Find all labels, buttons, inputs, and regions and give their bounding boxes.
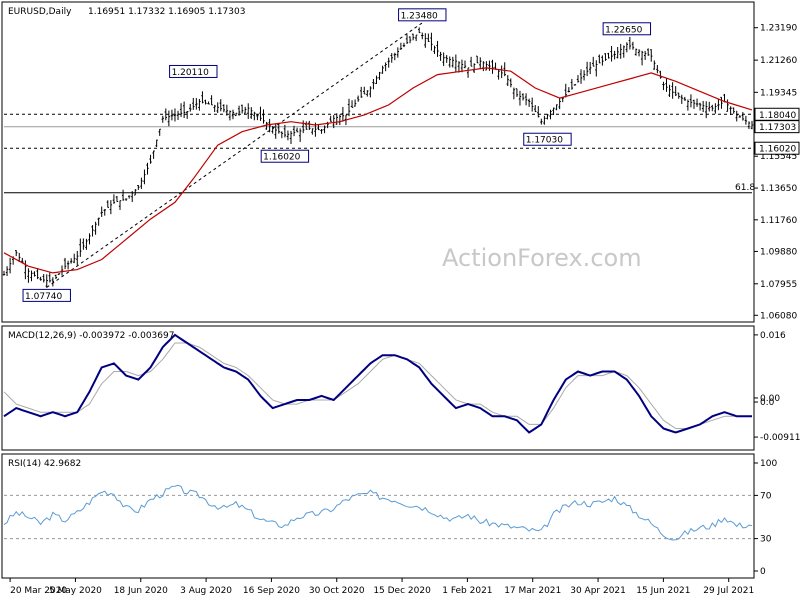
macd-y-tick-label: 0.00 bbox=[760, 394, 780, 404]
price-panel-frame bbox=[1, 1, 755, 323]
price-annotation-box bbox=[523, 132, 572, 146]
y-tick-label: 1.15545 bbox=[760, 152, 797, 162]
macd-signal-line bbox=[3, 342, 752, 429]
macd-panel-frame bbox=[1, 325, 755, 451]
price-annotation-box bbox=[260, 149, 310, 163]
macd-y-tick-label: -0.009116 bbox=[760, 433, 800, 443]
macd-line bbox=[3, 333, 752, 434]
y-tick-label: 1.21260 bbox=[760, 56, 797, 66]
x-tick-label: 29 Jul 2021 bbox=[703, 586, 754, 596]
price-level-label: 1.17303 bbox=[759, 123, 796, 133]
fib-label: 61.8 bbox=[735, 183, 755, 193]
x-tick-label: 20 Mar 2020 bbox=[10, 586, 67, 596]
x-tick-label: 18 Jun 2020 bbox=[114, 586, 168, 596]
macd-title: MACD(12,26,9) -0.003972 -0.003697 bbox=[8, 331, 174, 341]
price-annotation-box bbox=[22, 288, 71, 302]
price-level-label: 1.16020 bbox=[759, 145, 796, 155]
y-tick-label: 1.07955 bbox=[760, 280, 797, 290]
price-annotation-label: 1.16020 bbox=[263, 153, 300, 163]
rsi-y-tick-label: 0 bbox=[760, 567, 766, 577]
rsi-title: RSI(14) 42.9682 bbox=[8, 459, 81, 469]
price-ohlc: 1.16951 1.17332 1.16905 1.17303 bbox=[88, 7, 245, 17]
x-tick-label: 30 Apr 2021 bbox=[570, 586, 626, 596]
x-tick-label: 15 Jun 2021 bbox=[636, 586, 690, 596]
watermark: ActionForex.com bbox=[442, 244, 642, 272]
price-annotation-box bbox=[398, 8, 447, 22]
macd-y-tick-label: 0.0 bbox=[760, 398, 775, 408]
x-tick-label: 30 Oct 2020 bbox=[309, 586, 365, 596]
price-annotation-label: 1.07740 bbox=[25, 292, 62, 302]
macd-y-tick-label: 0.016 bbox=[760, 331, 786, 341]
price-annotation-box bbox=[602, 22, 652, 36]
x-tick-label: 3 Aug 2020 bbox=[180, 586, 232, 596]
price-level-box bbox=[754, 120, 800, 134]
y-tick-label: 1.19345 bbox=[760, 88, 797, 98]
price-level-label: 1.18040 bbox=[759, 111, 796, 121]
rsi-y-tick-label: 100 bbox=[760, 459, 777, 469]
x-tick-label: 15 Dec 2020 bbox=[373, 586, 431, 596]
y-tick-label: 1.09880 bbox=[760, 247, 797, 257]
y-tick-label: 1.13650 bbox=[760, 184, 797, 194]
price-annotation-box bbox=[169, 64, 218, 78]
rsi-line bbox=[3, 484, 753, 541]
x-tick-label: 5 May 2020 bbox=[49, 586, 102, 596]
rsi-y-tick-label: 70 bbox=[760, 491, 772, 501]
price-annotation-label: 1.20110 bbox=[172, 68, 209, 78]
moving-average-line bbox=[3, 67, 753, 274]
rsi-y-tick-label: 30 bbox=[760, 535, 772, 545]
price-annotation-label: 1.17030 bbox=[526, 136, 563, 146]
x-tick-label: 16 Sep 2020 bbox=[243, 586, 300, 596]
price-level-box bbox=[754, 141, 800, 155]
rsi-panel-frame bbox=[1, 453, 755, 579]
y-tick-label: 1.11760 bbox=[760, 216, 797, 226]
y-tick-label: 1.23190 bbox=[760, 24, 797, 34]
price-annotation-label: 1.23480 bbox=[401, 11, 438, 21]
trend-line bbox=[46, 22, 423, 288]
y-tick-label: 1.06080 bbox=[760, 311, 797, 321]
price-title: EURUSD,Daily bbox=[8, 7, 72, 17]
x-tick-label: 1 Feb 2021 bbox=[442, 586, 492, 596]
price-annotation-label: 1.22650 bbox=[605, 25, 642, 35]
x-tick-label: 17 Mar 2021 bbox=[504, 586, 561, 596]
